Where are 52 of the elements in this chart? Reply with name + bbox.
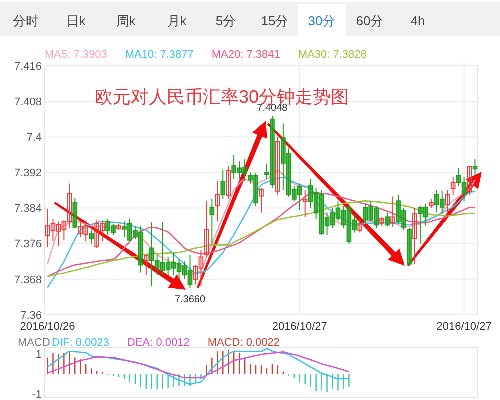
text: 4h (410, 14, 426, 29)
y-tick-label: 7.392 (14, 168, 42, 180)
candlestick (89, 230, 94, 244)
candlestick (358, 218, 363, 234)
y-tick-label: 7.376 (14, 238, 42, 251)
y-tick-label: -1 (32, 388, 42, 400)
candlestick (467, 166, 472, 196)
text: MA5: 7.3903 (45, 48, 108, 61)
line-series (47, 176, 476, 289)
candlestick (215, 181, 220, 222)
line-series (47, 348, 350, 386)
text: 周k (116, 14, 136, 29)
candlestick (220, 170, 226, 200)
y-tick-label: 1 (36, 348, 42, 361)
text: MA20: 7.3841 (212, 48, 280, 61)
x-tick-label: 2016/10/27 (272, 321, 328, 333)
candlestick (302, 190, 308, 218)
text: 60分 (356, 14, 384, 29)
candlestick (144, 254, 149, 276)
text: 15分 (261, 14, 289, 29)
candlestick (385, 212, 390, 227)
candlestick (210, 198, 215, 244)
annotation: 7.3660 (174, 294, 206, 306)
y-tick-label: 7.416 (14, 60, 42, 73)
text: 5分 (216, 14, 236, 29)
y-tick-label: 7.4 (26, 132, 42, 144)
series-label: DEA: 0.0012 (127, 336, 190, 349)
candlestick (445, 190, 450, 218)
text: 分时 (13, 14, 39, 29)
candlestick (259, 188, 264, 214)
line-series (47, 352, 350, 379)
text: MA10: 7.3877 (125, 48, 194, 61)
candlestick (472, 158, 478, 176)
y-tick-label: 7.384 (14, 203, 42, 216)
x-tick-label: 2016/10/26 (20, 321, 76, 333)
candlestick (276, 136, 280, 196)
candlestick (390, 196, 396, 228)
x-tick-label: 2016/10/27 (436, 321, 492, 333)
y-axis-title: MACD (18, 336, 50, 349)
candlestick (450, 176, 456, 196)
series-label: MACD: 0.0022 (208, 336, 280, 349)
series-label: DIF: 0.0023 (52, 336, 110, 349)
candlestick (226, 166, 232, 200)
text: MA30: 7.3828 (298, 48, 367, 61)
y-tick-label: 7.368 (14, 274, 42, 286)
y-tick-label: 7.408 (14, 96, 42, 108)
candlestick (412, 208, 418, 265)
text: 日k (66, 14, 86, 29)
y-tick-label: 7.36 (20, 310, 42, 322)
candlestick (204, 201, 210, 258)
text: 30分 (308, 14, 336, 29)
text: 月k (167, 14, 188, 29)
